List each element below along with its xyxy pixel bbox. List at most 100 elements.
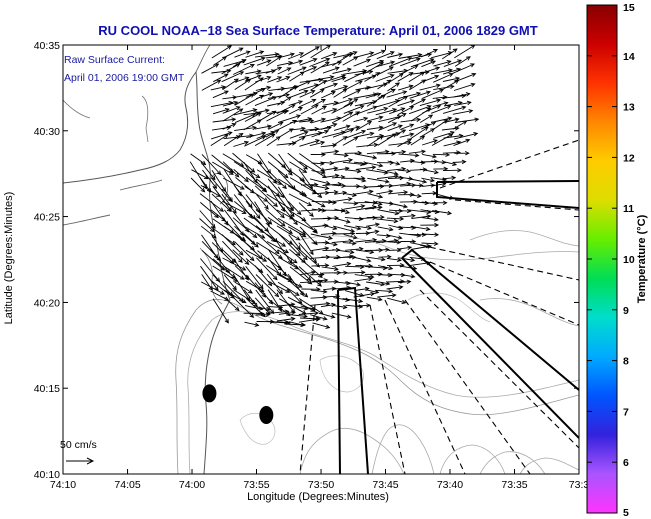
current-vector — [433, 72, 454, 83]
y-tick-label: 40:10 — [34, 469, 60, 481]
current-vector — [290, 89, 309, 98]
current-vector — [389, 56, 413, 67]
current-vector — [454, 100, 472, 106]
current-vector — [222, 108, 244, 122]
current-vector — [276, 225, 301, 241]
current-vector — [321, 52, 338, 60]
radar-boundaries — [299, 139, 579, 474]
current-vector — [333, 197, 353, 202]
current-vector — [244, 321, 260, 327]
current-vector — [277, 161, 293, 176]
current-vector — [332, 285, 352, 290]
current-vector — [421, 232, 440, 237]
current-vector — [298, 202, 314, 217]
current-vector — [344, 70, 367, 83]
current-vector — [355, 120, 373, 131]
current-vector — [212, 107, 230, 115]
current-vector — [276, 316, 296, 322]
colorbar-tick-label: 12 — [623, 152, 635, 164]
current-vector — [309, 89, 325, 98]
current-vector — [397, 72, 414, 82]
current-vector — [266, 55, 282, 67]
current-vector — [388, 202, 408, 209]
current-vector — [309, 140, 326, 147]
current-vector — [310, 289, 328, 294]
current-vector — [433, 84, 455, 91]
current-vector — [386, 149, 407, 155]
current-vector — [367, 115, 384, 122]
current-vector — [342, 298, 364, 304]
current-vector — [345, 129, 367, 139]
current-vector — [278, 128, 294, 138]
current-vector — [408, 232, 427, 237]
current-vector — [321, 149, 340, 154]
current-vector — [287, 288, 303, 305]
station-marker — [202, 384, 217, 403]
current-vector — [287, 66, 307, 75]
current-vector — [255, 274, 280, 298]
current-vector — [234, 185, 253, 209]
current-vector — [452, 109, 474, 115]
current-vector — [376, 189, 394, 195]
x-axis-label: Longitude (Degrees:Minutes) — [247, 491, 389, 503]
current-vector — [442, 48, 458, 60]
current-vector — [367, 177, 390, 184]
plot-area — [63, 45, 579, 474]
current-vector — [210, 131, 233, 140]
current-vector — [321, 107, 338, 114]
current-vector — [256, 194, 269, 210]
current-vector — [299, 126, 320, 132]
current-vector — [312, 322, 331, 329]
current-vector — [419, 128, 436, 138]
current-vector — [234, 281, 253, 294]
current-vector — [367, 49, 386, 59]
current-vector — [344, 125, 361, 131]
current-vector — [386, 234, 403, 240]
current-vector — [200, 281, 225, 295]
x-tick-label: 73:45 — [372, 479, 398, 491]
current-vector — [320, 160, 335, 166]
current-vector — [375, 289, 394, 294]
current-vector — [222, 240, 243, 263]
current-vector — [256, 257, 278, 281]
current-vector — [223, 169, 242, 197]
current-vector — [234, 78, 252, 90]
current-vector — [343, 104, 365, 114]
current-vector — [409, 256, 426, 261]
current-vector — [276, 104, 296, 115]
current-vector — [224, 297, 240, 312]
current-vector — [287, 226, 307, 238]
current-vector — [454, 56, 471, 67]
current-vector — [364, 72, 381, 82]
current-vector — [288, 136, 306, 146]
current-vector — [222, 78, 239, 90]
current-vector — [278, 233, 301, 257]
current-vector — [388, 140, 412, 146]
dashed-boundary — [384, 299, 466, 474]
current-vector — [420, 209, 440, 215]
depth-contour — [479, 451, 546, 474]
current-vector — [232, 249, 250, 265]
current-vector — [333, 270, 349, 275]
current-vector — [322, 241, 338, 247]
dashed-boundary — [419, 244, 579, 281]
current-vector — [222, 161, 240, 178]
current-vector — [376, 51, 395, 60]
dashed-boundary — [404, 299, 531, 474]
current-vector — [331, 174, 346, 180]
current-vector — [288, 234, 301, 251]
current-vector — [223, 289, 247, 304]
current-vector — [309, 184, 330, 191]
current-vector — [331, 85, 349, 92]
current-vector — [243, 233, 259, 248]
current-vector — [320, 231, 337, 236]
current-vector — [298, 266, 322, 287]
current-vector — [397, 106, 415, 116]
current-vector — [387, 82, 401, 92]
current-vector — [398, 52, 423, 59]
current-vector — [400, 123, 415, 130]
dashed-boundary — [299, 304, 316, 474]
current-vector — [355, 225, 372, 231]
current-vector — [355, 249, 375, 255]
current-vector — [221, 185, 233, 203]
